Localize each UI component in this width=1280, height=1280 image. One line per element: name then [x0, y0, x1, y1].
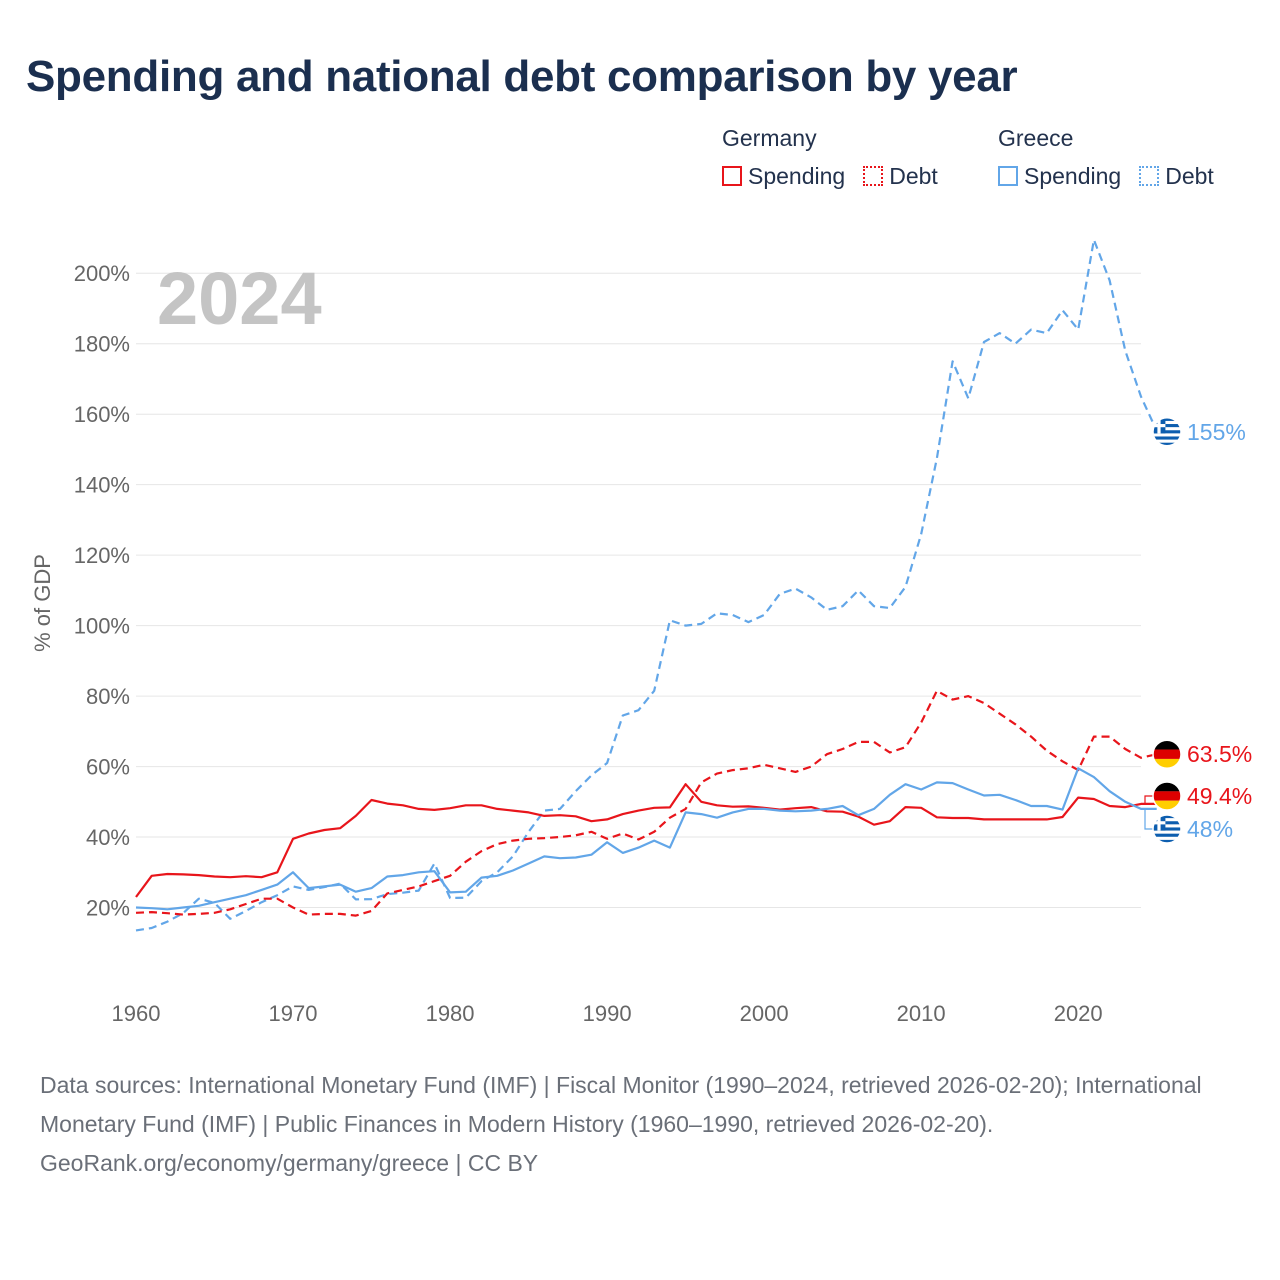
- legend-greece: Greece Spending Debt: [998, 120, 1214, 196]
- end-value-label: 155%: [1187, 419, 1246, 445]
- x-tick-label: 1960: [112, 1001, 161, 1026]
- legend-swatch-solid-icon: [722, 166, 742, 186]
- end-value-label: 63.5%: [1187, 741, 1252, 767]
- y-tick-label: 20%: [86, 896, 130, 921]
- end-value-label: 49.4%: [1187, 783, 1252, 809]
- legend-item-label: Debt: [1165, 162, 1214, 189]
- end-value-label: 48%: [1187, 816, 1233, 842]
- y-tick-label: 60%: [86, 755, 130, 780]
- y-tick-label: 40%: [86, 825, 130, 850]
- y-tick-label: 120%: [74, 543, 130, 568]
- x-tick-label: 2020: [1054, 1001, 1103, 1026]
- data-sources-text: Data sources: International Monetary Fun…: [40, 1072, 1202, 1137]
- legend-greece-spending[interactable]: Spending: [998, 163, 1121, 190]
- series-line-germany-debt[interactable]: [135, 689, 1173, 917]
- y-axis-title: % of GDP: [30, 554, 55, 652]
- germany-flag-icon: [1152, 781, 1182, 811]
- line-chart: 20% 40% 60% 80% 100% 120% 140% 160% 180% 200% 1960…: [30, 238, 1252, 1026]
- series-line-germany-spending[interactable]: [135, 783, 1157, 898]
- credit-link[interactable]: GeoRank.org/economy/germany/greece | CC …: [40, 1150, 539, 1176]
- x-tick-label: 2010: [897, 1001, 946, 1026]
- legend-germany-title: Germany: [722, 125, 817, 151]
- legend-item-label: Spending: [748, 162, 846, 189]
- legend-swatch-dotted-icon: [863, 166, 884, 186]
- x-tick-label: 1970: [269, 1001, 318, 1026]
- y-tick-label: 160%: [74, 402, 130, 427]
- legend-item-label: Spending: [1024, 162, 1122, 189]
- x-tick-label: 1990: [583, 1001, 632, 1026]
- legend-swatch-solid-icon: [998, 166, 1018, 186]
- legend-germany-spending[interactable]: Spending: [722, 163, 845, 190]
- germany-flag-icon: [1152, 739, 1182, 769]
- legend-germany-debt[interactable]: Debt: [863, 163, 938, 190]
- x-tick-label: 1980: [426, 1001, 475, 1026]
- legend-item-label: Debt: [889, 162, 938, 189]
- legend-greece-title: Greece: [998, 125, 1074, 151]
- legend-greece-debt[interactable]: Debt: [1139, 163, 1214, 190]
- x-tick-label: 2000: [740, 1001, 789, 1026]
- label-connector: [1141, 808, 1153, 830]
- series-line-greece-spending[interactable]: [135, 767, 1157, 911]
- chart-title: Spending and national debt comparison by…: [26, 52, 1018, 101]
- y-tick-label: 100%: [74, 614, 130, 639]
- y-tick-label: 140%: [74, 473, 130, 498]
- y-tick-label: 180%: [74, 332, 130, 357]
- legend-swatch-dotted-icon: [1139, 166, 1160, 186]
- greece-flag-icon: [1152, 417, 1182, 447]
- current-year-label: 2024: [157, 257, 322, 340]
- y-tick-label: 200%: [74, 261, 130, 286]
- label-connector: [1141, 795, 1153, 805]
- footer: Data sources: International Monetary Fun…: [40, 1066, 1240, 1183]
- legend-germany: Germany Spending Debt: [722, 120, 938, 196]
- series-line-greece-debt[interactable]: [135, 238, 1173, 932]
- greece-flag-icon: [1152, 814, 1182, 844]
- y-tick-label: 80%: [86, 684, 130, 709]
